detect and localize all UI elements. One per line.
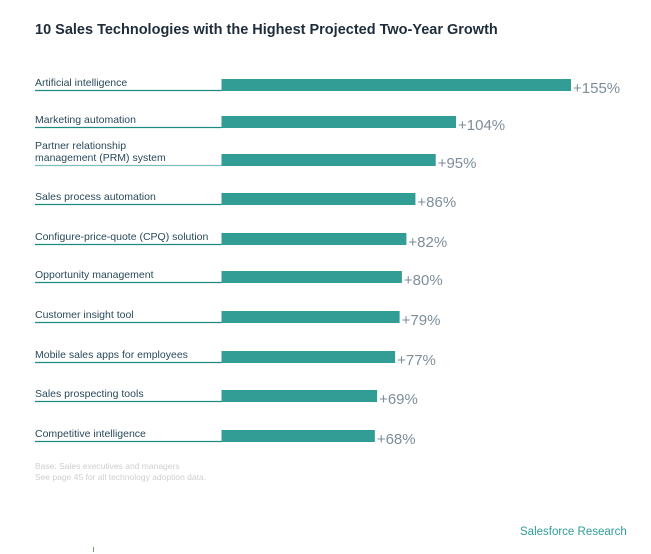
bar-value-label: +82% [408, 234, 447, 251]
category-label: Sales prospecting tools [35, 388, 144, 400]
category-label-line: Marketing automation [35, 114, 136, 126]
category-label-line: Sales prospecting tools [35, 388, 144, 400]
bar-value-label: +77% [397, 352, 436, 369]
bar-value-label: +155% [573, 80, 620, 97]
bar [221, 79, 571, 91]
category-label: Artificial intelligence [35, 77, 127, 89]
category-label-line: Configure-price-quote (CPQ) solution [35, 231, 208, 243]
category-label: Partner relationship management (PRM) sys… [35, 140, 166, 164]
bar-value-label: +104% [458, 117, 505, 134]
footnote-base: Base: Sales executives and managers [35, 461, 180, 471]
category-label-line: Sales process automation [35, 191, 156, 203]
bar [221, 154, 436, 166]
bar-value-label: +69% [379, 391, 418, 408]
bar [221, 233, 407, 245]
category-label: Customer insight tool [35, 309, 134, 321]
page-tick-mark [93, 547, 94, 552]
category-label: Configure-price-quote (CPQ) solution [35, 231, 208, 243]
brand-label: Salesforce Research [520, 526, 627, 538]
bar [221, 311, 400, 323]
category-label: Competitive intelligence [35, 428, 146, 440]
footnote: Base: Sales executives and managers See … [35, 461, 206, 483]
category-label-line: Partner relationship [35, 140, 126, 152]
category-label: Sales process automation [35, 191, 156, 203]
bar-value-label: +68% [377, 431, 416, 448]
category-label-line: Artificial intelligence [35, 77, 127, 89]
category-label: Marketing automation [35, 114, 136, 126]
category-label: Mobile sales apps for employees [35, 349, 188, 361]
bar [221, 390, 378, 402]
category-label-line: Competitive intelligence [35, 428, 146, 440]
category-label-line: Mobile sales apps for employees [35, 349, 188, 361]
category-label: Opportunity management [35, 269, 154, 281]
category-label-line: Opportunity management [35, 269, 154, 281]
chart-title: 10 Sales Technologies with the Highest P… [35, 22, 498, 38]
bar [221, 116, 457, 128]
bar-value-label: +86% [417, 194, 456, 211]
bar [221, 193, 416, 205]
category-label-line: management (PRM) system [35, 152, 166, 164]
footnote-reference: See page 45 for all technology adoption … [35, 472, 207, 482]
bar-value-label: +95% [438, 155, 477, 172]
category-label-line: Customer insight tool [35, 309, 134, 321]
bar [221, 351, 396, 363]
bar [221, 271, 402, 283]
bar-value-label: +79% [402, 312, 441, 329]
bar [221, 430, 375, 442]
bar-value-label: +80% [404, 272, 443, 289]
